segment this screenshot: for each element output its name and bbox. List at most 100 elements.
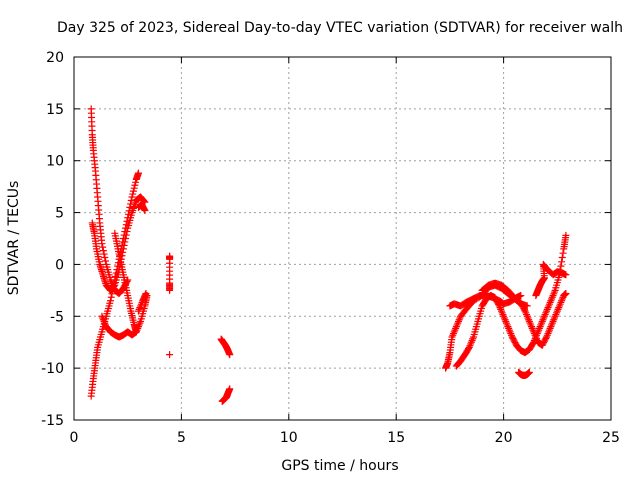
data-point-marker: [121, 238, 129, 246]
data-point-marker: [226, 351, 234, 359]
data-point-marker: [454, 319, 462, 327]
data-point-marker: [558, 258, 566, 266]
data-point-marker: [548, 295, 556, 303]
data-point-marker: [551, 312, 559, 320]
data-point-marker: [110, 282, 118, 290]
plot-area: [74, 57, 611, 420]
data-point-marker: [507, 330, 515, 338]
data-point-marker: [524, 314, 532, 322]
data-point-marker: [467, 340, 475, 348]
data-point-marker: [562, 271, 570, 279]
data-point-marker: [520, 306, 528, 314]
data-point-marker: [137, 300, 145, 308]
data-point-marker: [532, 333, 540, 341]
data-point-marker: [166, 351, 174, 359]
data-point-marker: [138, 298, 146, 306]
data-point-marker: [500, 314, 508, 322]
data-point-marker: [541, 311, 549, 319]
data-point-marker: [528, 324, 536, 332]
data-point-marker: [136, 319, 144, 327]
data-point-marker: [528, 323, 536, 331]
data-point-marker: [544, 330, 552, 338]
data-point-marker: [523, 311, 531, 319]
data-point-marker: [452, 324, 460, 332]
data-point-marker: [499, 311, 507, 319]
data-point-marker: [99, 316, 107, 324]
x-tick-label: 5: [177, 430, 186, 446]
y-tick-label: 0: [55, 257, 64, 273]
data-point-marker: [550, 290, 558, 298]
data-point-marker: [536, 323, 544, 331]
data-point-marker: [539, 316, 547, 324]
data-point-marker: [467, 338, 475, 346]
data-point-marker: [132, 328, 140, 336]
data-point-marker: [505, 324, 513, 332]
y-tick-label: -10: [41, 361, 64, 377]
data-point-marker: [455, 316, 463, 324]
data-point-marker: [142, 289, 150, 297]
data-point-marker: [503, 321, 511, 329]
data-point-marker: [550, 288, 558, 296]
data-point-marker: [525, 368, 533, 376]
data-point-marker: [530, 328, 538, 336]
data-point-marker: [451, 326, 459, 334]
y-tick-label: 5: [55, 206, 64, 222]
data-point-marker: [548, 321, 556, 329]
data-point-marker: [543, 331, 551, 339]
data-point-marker: [545, 302, 553, 310]
data-point-marker: [558, 295, 566, 303]
data-point-marker: [448, 333, 456, 341]
data-point-marker: [102, 257, 110, 265]
data-point-marker: [468, 336, 476, 344]
data-point-marker: [548, 319, 556, 327]
data-point-marker: [545, 326, 553, 334]
data-point-marker: [502, 317, 510, 325]
data-point-marker: [529, 326, 537, 334]
grid-lines: [74, 57, 611, 420]
data-point-marker: [141, 206, 149, 214]
y-tick-label: -5: [50, 309, 64, 325]
x-tick-label: 25: [602, 430, 620, 446]
data-point-marker: [558, 297, 566, 305]
data-point-marker: [100, 250, 108, 258]
data-point-marker: [131, 181, 139, 189]
data-point-marker: [530, 330, 538, 338]
data-point-marker: [128, 193, 136, 201]
data-point-marker: [134, 169, 142, 177]
chart-title: Day 325 of 2023, Sidereal Day-to-day VTE…: [57, 20, 623, 36]
y-tick-label: 15: [46, 102, 64, 118]
data-point-marker: [122, 235, 130, 242]
data-point-marker: [123, 228, 131, 236]
data-point-marker: [557, 262, 565, 270]
data-point-marker: [497, 305, 505, 313]
data-point-marker: [558, 254, 566, 262]
data-point-marker: [540, 312, 548, 320]
data-point-marker: [136, 304, 144, 312]
data-point-marker: [130, 184, 138, 192]
data-point-marker: [559, 249, 567, 257]
data-point-marker: [555, 304, 563, 312]
data-point-marker: [529, 339, 537, 347]
data-point-marker: [542, 334, 550, 342]
data-point-marker: [523, 312, 531, 320]
data-point-marker: [527, 321, 535, 329]
data-point-marker: [100, 317, 108, 325]
data-point-marker: [553, 307, 561, 315]
x-tick-label: 15: [387, 430, 405, 446]
data-point-marker: [134, 307, 142, 315]
data-point-marker: [109, 283, 117, 291]
data-point-marker: [99, 247, 107, 255]
data-point-marker: [139, 196, 147, 204]
y-tick-label: 20: [46, 50, 64, 66]
x-tick-label: 20: [495, 430, 513, 446]
data-point-marker: [135, 305, 143, 313]
data-point-marker: [452, 323, 460, 331]
data-point-marker: [502, 319, 510, 327]
data-point-marker: [107, 297, 115, 305]
data-point-marker: [506, 328, 514, 336]
data-point-marker: [98, 312, 106, 320]
data-point-marker: [101, 254, 109, 262]
data-point-marker: [107, 293, 115, 301]
data-point-marker: [521, 307, 529, 315]
data-point-marker: [538, 319, 546, 327]
